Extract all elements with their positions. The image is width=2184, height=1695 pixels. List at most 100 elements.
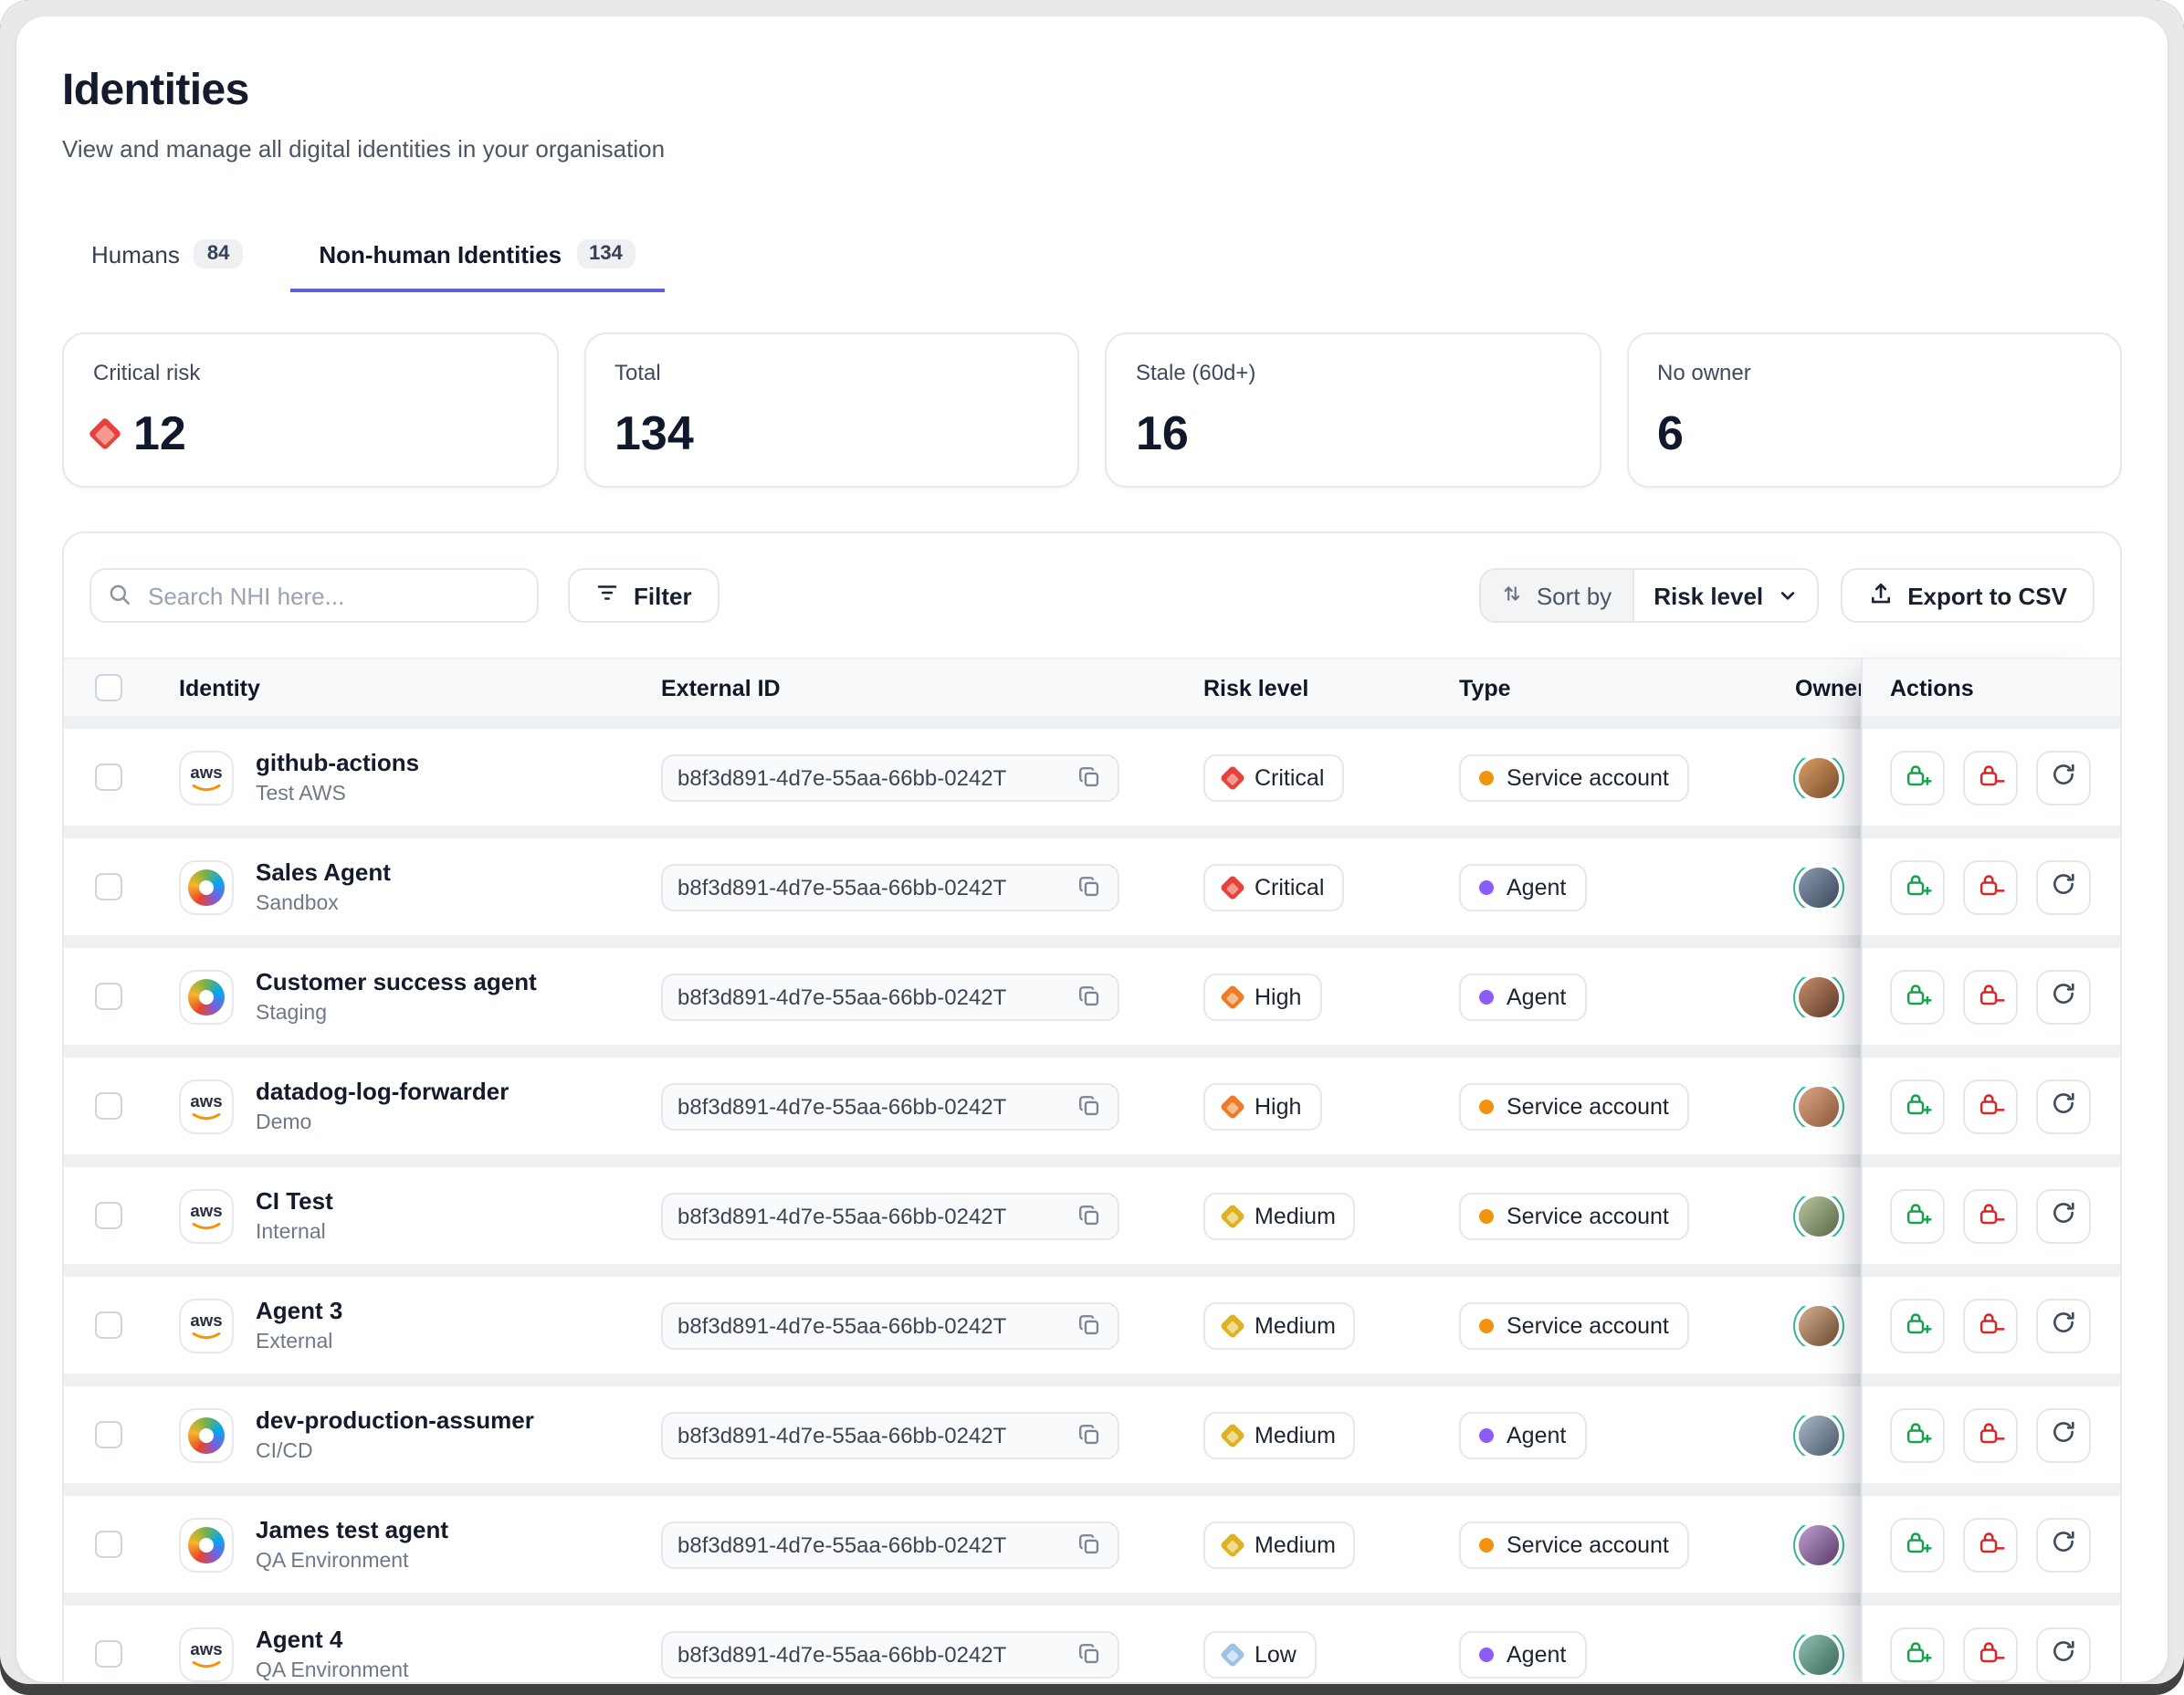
lock-plus-icon bbox=[1904, 1199, 1931, 1232]
rotate-credential-button[interactable] bbox=[2036, 1079, 2091, 1133]
table-row[interactable]: Customer success agent Staging b8f3d891-… bbox=[64, 948, 2120, 1045]
copy-icon[interactable] bbox=[1072, 1199, 1105, 1232]
lock-minus-icon bbox=[1977, 1090, 2004, 1122]
copy-icon[interactable] bbox=[1072, 1528, 1105, 1561]
row-checkbox[interactable] bbox=[95, 983, 122, 1010]
grant-credential-button[interactable] bbox=[1890, 1407, 1945, 1462]
table-row[interactable]: aws Agent 3 External b8f3d891-4d7e-55aa-… bbox=[64, 1277, 2120, 1374]
sort-value-dropdown[interactable]: Risk level bbox=[1632, 570, 1817, 621]
lock-plus-icon bbox=[1904, 1528, 1931, 1561]
revoke-credential-button[interactable] bbox=[1963, 969, 2018, 1024]
external-id-pill: b8f3d891-4d7e-55aa-66bb-0242T bbox=[661, 1411, 1119, 1458]
aws-logo: aws bbox=[179, 1188, 234, 1243]
rotate-credential-button[interactable] bbox=[2036, 1298, 2091, 1353]
filter-icon bbox=[595, 581, 619, 610]
table-row[interactable]: aws Agent 4 QA Environment b8f3d891-4d7e… bbox=[64, 1606, 2120, 1682]
type-dot-icon bbox=[1479, 1208, 1494, 1223]
row-checkbox[interactable] bbox=[95, 1092, 122, 1120]
select-all-checkbox[interactable] bbox=[95, 674, 122, 701]
revoke-credential-button[interactable] bbox=[1963, 1298, 2018, 1353]
revoke-credential-button[interactable] bbox=[1963, 1188, 2018, 1243]
copy-icon[interactable] bbox=[1072, 1418, 1105, 1451]
risk-label: Medium bbox=[1255, 1422, 1336, 1448]
tab-humans[interactable]: Humans 84 bbox=[62, 225, 271, 292]
type-label: Agent bbox=[1507, 1422, 1567, 1448]
risk-badge: High bbox=[1203, 973, 1322, 1020]
grant-credential-button[interactable] bbox=[1890, 1517, 1945, 1572]
row-checkbox[interactable] bbox=[95, 1531, 122, 1558]
export-csv-button[interactable]: Export to CSV bbox=[1840, 568, 2095, 623]
row-checkbox[interactable] bbox=[95, 1202, 122, 1229]
rotate-credential-button[interactable] bbox=[2036, 1627, 2091, 1681]
type-badge: Agent bbox=[1459, 863, 1587, 911]
revoke-credential-button[interactable] bbox=[1963, 859, 2018, 914]
risk-badge: Critical bbox=[1203, 863, 1345, 911]
copy-icon[interactable] bbox=[1072, 1090, 1105, 1122]
grant-credential-button[interactable] bbox=[1890, 1079, 1945, 1133]
grant-credential-button[interactable] bbox=[1890, 1188, 1945, 1243]
revoke-credential-button[interactable] bbox=[1963, 1517, 2018, 1572]
copy-icon[interactable] bbox=[1072, 870, 1105, 903]
copilot-logo bbox=[179, 1407, 234, 1462]
refresh-icon bbox=[2051, 1638, 2076, 1669]
copy-icon[interactable] bbox=[1072, 1637, 1105, 1670]
row-checkbox[interactable] bbox=[95, 763, 122, 791]
revoke-credential-button[interactable] bbox=[1963, 1627, 2018, 1681]
copy-icon[interactable] bbox=[1072, 761, 1105, 794]
stat-value: 16 bbox=[1136, 405, 1189, 460]
table-row[interactable]: aws github-actions Test AWS b8f3d891-4d7… bbox=[64, 729, 2120, 826]
external-id-value: b8f3d891-4d7e-55aa-66bb-0242T bbox=[677, 874, 1007, 900]
revoke-credential-button[interactable] bbox=[1963, 750, 2018, 805]
stat-no-owner: No owner 6 bbox=[1626, 332, 2122, 488]
row-checkbox[interactable] bbox=[95, 1311, 122, 1339]
table-row[interactable]: dev-production-assumer CI/CD b8f3d891-4d… bbox=[64, 1386, 2120, 1483]
filter-button[interactable]: Filter bbox=[568, 568, 719, 623]
tab-nhi-label: Non-human Identities bbox=[319, 240, 562, 268]
rotate-credential-button[interactable] bbox=[2036, 1517, 2091, 1572]
type-label: Agent bbox=[1507, 984, 1567, 1009]
revoke-credential-button[interactable] bbox=[1963, 1079, 2018, 1133]
header-identity: Identity bbox=[179, 675, 260, 700]
lock-minus-icon bbox=[1977, 980, 2004, 1013]
copilot-logo bbox=[179, 1517, 234, 1572]
grant-credential-button[interactable] bbox=[1890, 969, 1945, 1024]
table-row[interactable]: James test agent QA Environment b8f3d891… bbox=[64, 1496, 2120, 1593]
type-label: Service account bbox=[1507, 764, 1669, 790]
table-row[interactable]: Sales Agent Sandbox b8f3d891-4d7e-55aa-6… bbox=[64, 838, 2120, 935]
table-header-row: Identity External ID Risk level Type Own… bbox=[64, 658, 2120, 718]
grant-credential-button[interactable] bbox=[1890, 859, 1945, 914]
rotate-credential-button[interactable] bbox=[2036, 969, 2091, 1024]
search-input[interactable] bbox=[89, 568, 539, 623]
tab-non-human-identities[interactable]: Non-human Identities 134 bbox=[289, 225, 665, 292]
row-checkbox[interactable] bbox=[95, 873, 122, 900]
table-row[interactable]: aws CI Test Internal b8f3d891-4d7e-55aa-… bbox=[64, 1167, 2120, 1264]
row-checkbox[interactable] bbox=[95, 1421, 122, 1448]
refresh-icon bbox=[2051, 1419, 2076, 1450]
grant-credential-button[interactable] bbox=[1890, 1627, 1945, 1681]
external-id-value: b8f3d891-4d7e-55aa-66bb-0242T bbox=[677, 1312, 1007, 1338]
stat-cards: Critical risk 12 Total 134 Stale (60d+) … bbox=[62, 332, 2122, 488]
sort-control: Sort by Risk level bbox=[1479, 568, 1819, 623]
identity-environment: Demo bbox=[256, 1111, 312, 1133]
type-dot-icon bbox=[1479, 770, 1494, 784]
svg-text:aws: aws bbox=[190, 1310, 222, 1329]
grant-credential-button[interactable] bbox=[1890, 750, 1945, 805]
sort-by-segment[interactable]: Sort by bbox=[1481, 570, 1633, 621]
copy-icon[interactable] bbox=[1072, 980, 1105, 1013]
grant-credential-button[interactable] bbox=[1890, 1298, 1945, 1353]
external-id-pill: b8f3d891-4d7e-55aa-66bb-0242T bbox=[661, 753, 1119, 801]
rotate-credential-button[interactable] bbox=[2036, 1407, 2091, 1462]
critical-diamond-icon bbox=[88, 416, 122, 450]
table-row[interactable]: aws datadog-log-forwarder Demo b8f3d891-… bbox=[64, 1058, 2120, 1154]
aws-logo: aws bbox=[179, 750, 234, 805]
revoke-credential-button[interactable] bbox=[1963, 1407, 2018, 1462]
rotate-credential-button[interactable] bbox=[2036, 859, 2091, 914]
copy-icon[interactable] bbox=[1072, 1309, 1105, 1342]
rotate-credential-button[interactable] bbox=[2036, 750, 2091, 805]
row-checkbox[interactable] bbox=[95, 1640, 122, 1668]
risk-label: High bbox=[1255, 1093, 1302, 1119]
rotate-credential-button[interactable] bbox=[2036, 1188, 2091, 1243]
sort-by-label: Sort by bbox=[1536, 582, 1612, 609]
type-label: Service account bbox=[1507, 1532, 1669, 1557]
refresh-icon bbox=[2051, 762, 2076, 793]
